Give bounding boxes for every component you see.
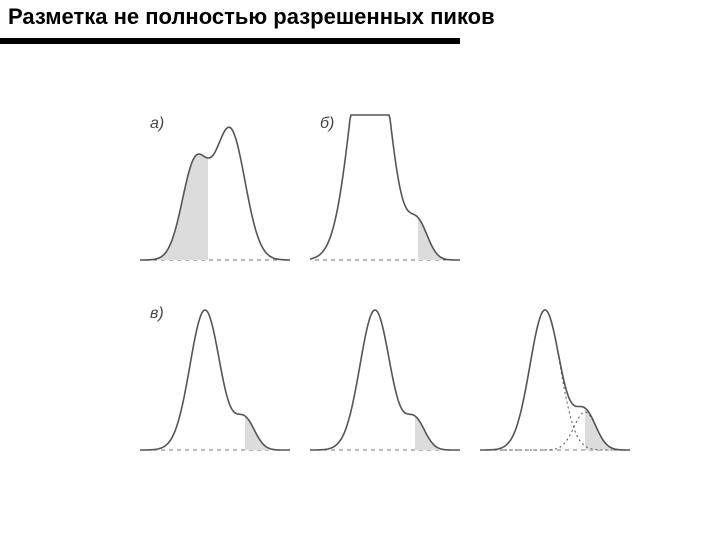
page-title: Разметка не полностью разрешенных пиков	[0, 0, 460, 38]
panel-b	[310, 110, 460, 280]
title-underline	[0, 38, 460, 44]
title-block: Разметка не полностью разрешенных пиков	[0, 0, 460, 44]
panel-v1	[140, 300, 290, 470]
figure-area: а) б) в)	[100, 110, 660, 510]
panel-a	[140, 110, 290, 280]
panel-v3	[480, 300, 630, 470]
panel-v2	[310, 300, 460, 470]
